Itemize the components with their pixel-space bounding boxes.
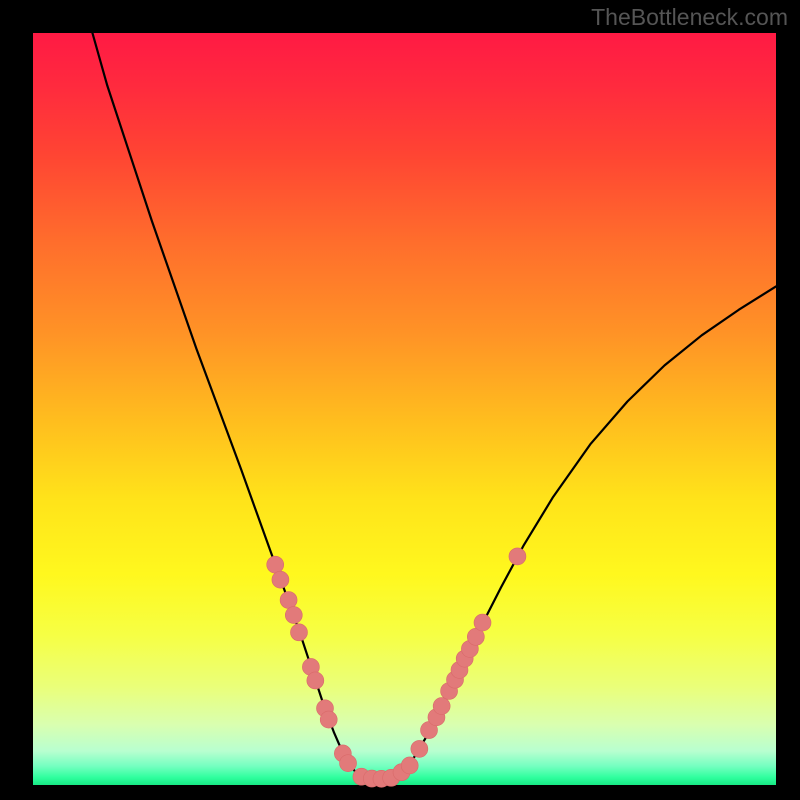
data-point xyxy=(509,548,526,565)
page-root: TheBottleneck.com xyxy=(0,0,800,800)
data-point xyxy=(401,757,418,774)
data-point xyxy=(340,755,357,772)
data-point xyxy=(433,698,450,715)
data-point xyxy=(285,607,302,624)
data-point xyxy=(307,672,324,689)
data-point xyxy=(290,624,307,641)
data-point xyxy=(267,556,284,573)
data-point xyxy=(280,592,297,609)
data-point xyxy=(411,740,428,757)
data-point xyxy=(320,711,337,728)
watermark-text: TheBottleneck.com xyxy=(591,4,788,31)
bottleneck-chart xyxy=(0,0,800,800)
data-point xyxy=(272,571,289,588)
plot-background xyxy=(33,33,776,785)
data-point xyxy=(474,614,491,631)
